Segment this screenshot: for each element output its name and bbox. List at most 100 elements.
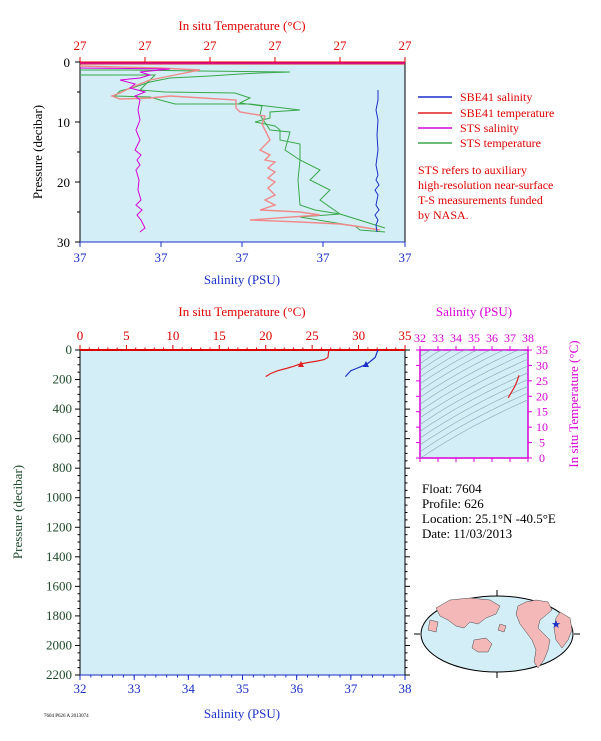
ts-temp-tick: 30 bbox=[536, 358, 548, 372]
bottom-pressure-tick: 400 bbox=[53, 401, 73, 416]
ts-isopycnal bbox=[419, 349, 479, 385]
ts-sal-tick: 33 bbox=[432, 331, 444, 345]
ts-isopycnal bbox=[419, 365, 529, 425]
sts-note-line: STS refers to auxiliary bbox=[418, 163, 527, 177]
bottom-pressure-tick: 2200 bbox=[46, 667, 72, 682]
bottom-temp-tick: 0 bbox=[77, 328, 84, 343]
bottom-sal-tick: 34 bbox=[182, 681, 196, 696]
bottom-sal-tick: 37 bbox=[344, 681, 358, 696]
sts-temperature-pink bbox=[79, 65, 381, 231]
bottom-sal-tick: 38 bbox=[399, 681, 412, 696]
bottom-pressure-tick: 1800 bbox=[46, 608, 72, 623]
top-pressure-tick: 0 bbox=[64, 55, 71, 70]
ts-temp-tick: 10 bbox=[536, 420, 548, 434]
bottom-sal-tick: 35 bbox=[236, 681, 249, 696]
bottom-pressure-tick: 0 bbox=[66, 342, 73, 357]
top-pressure-title: Pressure (decibar) bbox=[30, 105, 45, 199]
top-temp-axis-title: In situ Temperature (°C) bbox=[178, 18, 305, 33]
ts-sal-tick: 38 bbox=[522, 331, 534, 345]
ts-isopycnal bbox=[419, 349, 470, 378]
ts-isopycnal bbox=[419, 372, 529, 432]
top-temp-tick: 27 bbox=[269, 38, 283, 53]
map-land-australia bbox=[471, 637, 493, 653]
legend-label: STS salinity bbox=[460, 121, 519, 135]
ts-isopycnal bbox=[419, 352, 529, 412]
bottom-salinity-marker bbox=[363, 361, 369, 367]
legend: SBE41 salinity SBE41 temperature STS sal… bbox=[418, 90, 554, 222]
ts-isopycnal bbox=[419, 399, 529, 459]
top-sal-tick: 37 bbox=[317, 250, 331, 265]
float-id: Float: 7604 bbox=[422, 481, 482, 496]
ts-isopycnal bbox=[419, 349, 434, 358]
bottom-temp-tick: 35 bbox=[399, 328, 412, 343]
sts-temperature-line-2 bbox=[80, 74, 386, 229]
bottom-temp-tick: 30 bbox=[352, 328, 365, 343]
ts-sal-title: Salinity (PSU) bbox=[436, 304, 512, 319]
top-temp-tick: 27 bbox=[399, 38, 413, 53]
bottom-axes: 0 5 10 15 20 25 30 35 32 33 34 35 36 37 38 0 200 400 600 80… bbox=[46, 328, 412, 696]
bottom-temperature-marker bbox=[298, 361, 304, 367]
map-land-eurasia bbox=[435, 597, 501, 629]
top-pressure-axis: 0 10 20 30 Pressure (decibar) bbox=[30, 55, 80, 250]
ts-isopycnal bbox=[419, 358, 529, 419]
float-location-star: ★ bbox=[551, 619, 561, 631]
bottom-pressure-tick: 1400 bbox=[46, 549, 72, 564]
profile-number: Profile: 626 bbox=[422, 496, 484, 511]
top-sal-axis-title: Salinity (PSU) bbox=[204, 272, 280, 287]
ts-sal-tick: 34 bbox=[450, 331, 462, 345]
bottom-temp-tick: 20 bbox=[259, 328, 272, 343]
top-profile-panel: 27 27 27 27 27 27 In situ Temperature (°… bbox=[30, 18, 412, 287]
world-map: ★ bbox=[414, 590, 580, 678]
sts-note-line: by NASA. bbox=[418, 208, 469, 222]
top-pressure-tick: 10 bbox=[57, 115, 70, 130]
top-temp-tick: 27 bbox=[74, 38, 88, 53]
top-temp-tick: 27 bbox=[204, 38, 218, 53]
top-sal-tick: 37 bbox=[74, 250, 88, 265]
ts-temp-tick: 20 bbox=[536, 389, 548, 403]
top-sal-tick: 37 bbox=[236, 250, 250, 265]
bottom-sal-tick: 33 bbox=[128, 681, 141, 696]
top-temp-tick: 27 bbox=[139, 38, 153, 53]
float-info: Float: 7604 Profile: 626 Location: 25.1°… bbox=[422, 481, 556, 541]
ts-isopycnal bbox=[419, 349, 524, 405]
sbe41-salinity-line bbox=[374, 90, 380, 233]
top-sal-tick: 37 bbox=[155, 250, 169, 265]
top-pressure-tick: 30 bbox=[57, 235, 70, 250]
top-plot-area bbox=[79, 61, 406, 243]
ts-sal-tick: 36 bbox=[486, 331, 498, 345]
ts-temp-title: In situ Temperature (°C) bbox=[566, 340, 581, 467]
bottom-pressure-tick: 800 bbox=[53, 460, 73, 475]
ts-temp-tick: 35 bbox=[536, 343, 548, 357]
top-pressure-tick: 20 bbox=[57, 175, 70, 190]
footer-code: 7604 P626 A 2013074 bbox=[44, 714, 89, 719]
map-land-misc bbox=[427, 619, 507, 633]
bottom-sal-tick: 32 bbox=[74, 681, 87, 696]
ts-temp-tick: 15 bbox=[536, 405, 548, 419]
bottom-profile-panel: 0 5 10 15 20 25 30 35 32 33 34 35 36 37 38 0 200 400 600 80… bbox=[10, 304, 412, 721]
ts-sal-tick: 32 bbox=[414, 331, 426, 345]
bottom-pressure-tick: 1000 bbox=[46, 490, 72, 505]
ts-isopycnal bbox=[419, 392, 529, 453]
ts-isopycnal bbox=[419, 349, 443, 364]
legend-label: STS temperature bbox=[460, 136, 541, 150]
sts-note-line: T-S measurements funded bbox=[418, 193, 543, 207]
top-sal-tick: 37 bbox=[399, 250, 413, 265]
bottom-pressure-tick: 1600 bbox=[46, 578, 72, 593]
bottom-pressure-tick: 1200 bbox=[46, 519, 72, 534]
bottom-temp-tick: 25 bbox=[306, 328, 319, 343]
sts-salinity-line bbox=[79, 67, 171, 233]
bottom-plot-area bbox=[79, 349, 406, 676]
ts-isopycnal bbox=[419, 379, 529, 439]
legend-label: SBE41 salinity bbox=[460, 90, 532, 104]
map-land-africa bbox=[553, 611, 573, 649]
bottom-temp-tick: 5 bbox=[123, 328, 130, 343]
ts-sal-tick: 35 bbox=[468, 331, 480, 345]
sts-note-line: high-resolution near-surface bbox=[418, 178, 553, 192]
location: Location: 25.1°N -40.5°E bbox=[422, 511, 556, 526]
bottom-sal-tick: 36 bbox=[290, 681, 304, 696]
ts-isopycnal bbox=[419, 349, 506, 398]
ts-profile-line bbox=[507, 375, 520, 399]
ts-temp-tick: 0 bbox=[539, 451, 545, 465]
